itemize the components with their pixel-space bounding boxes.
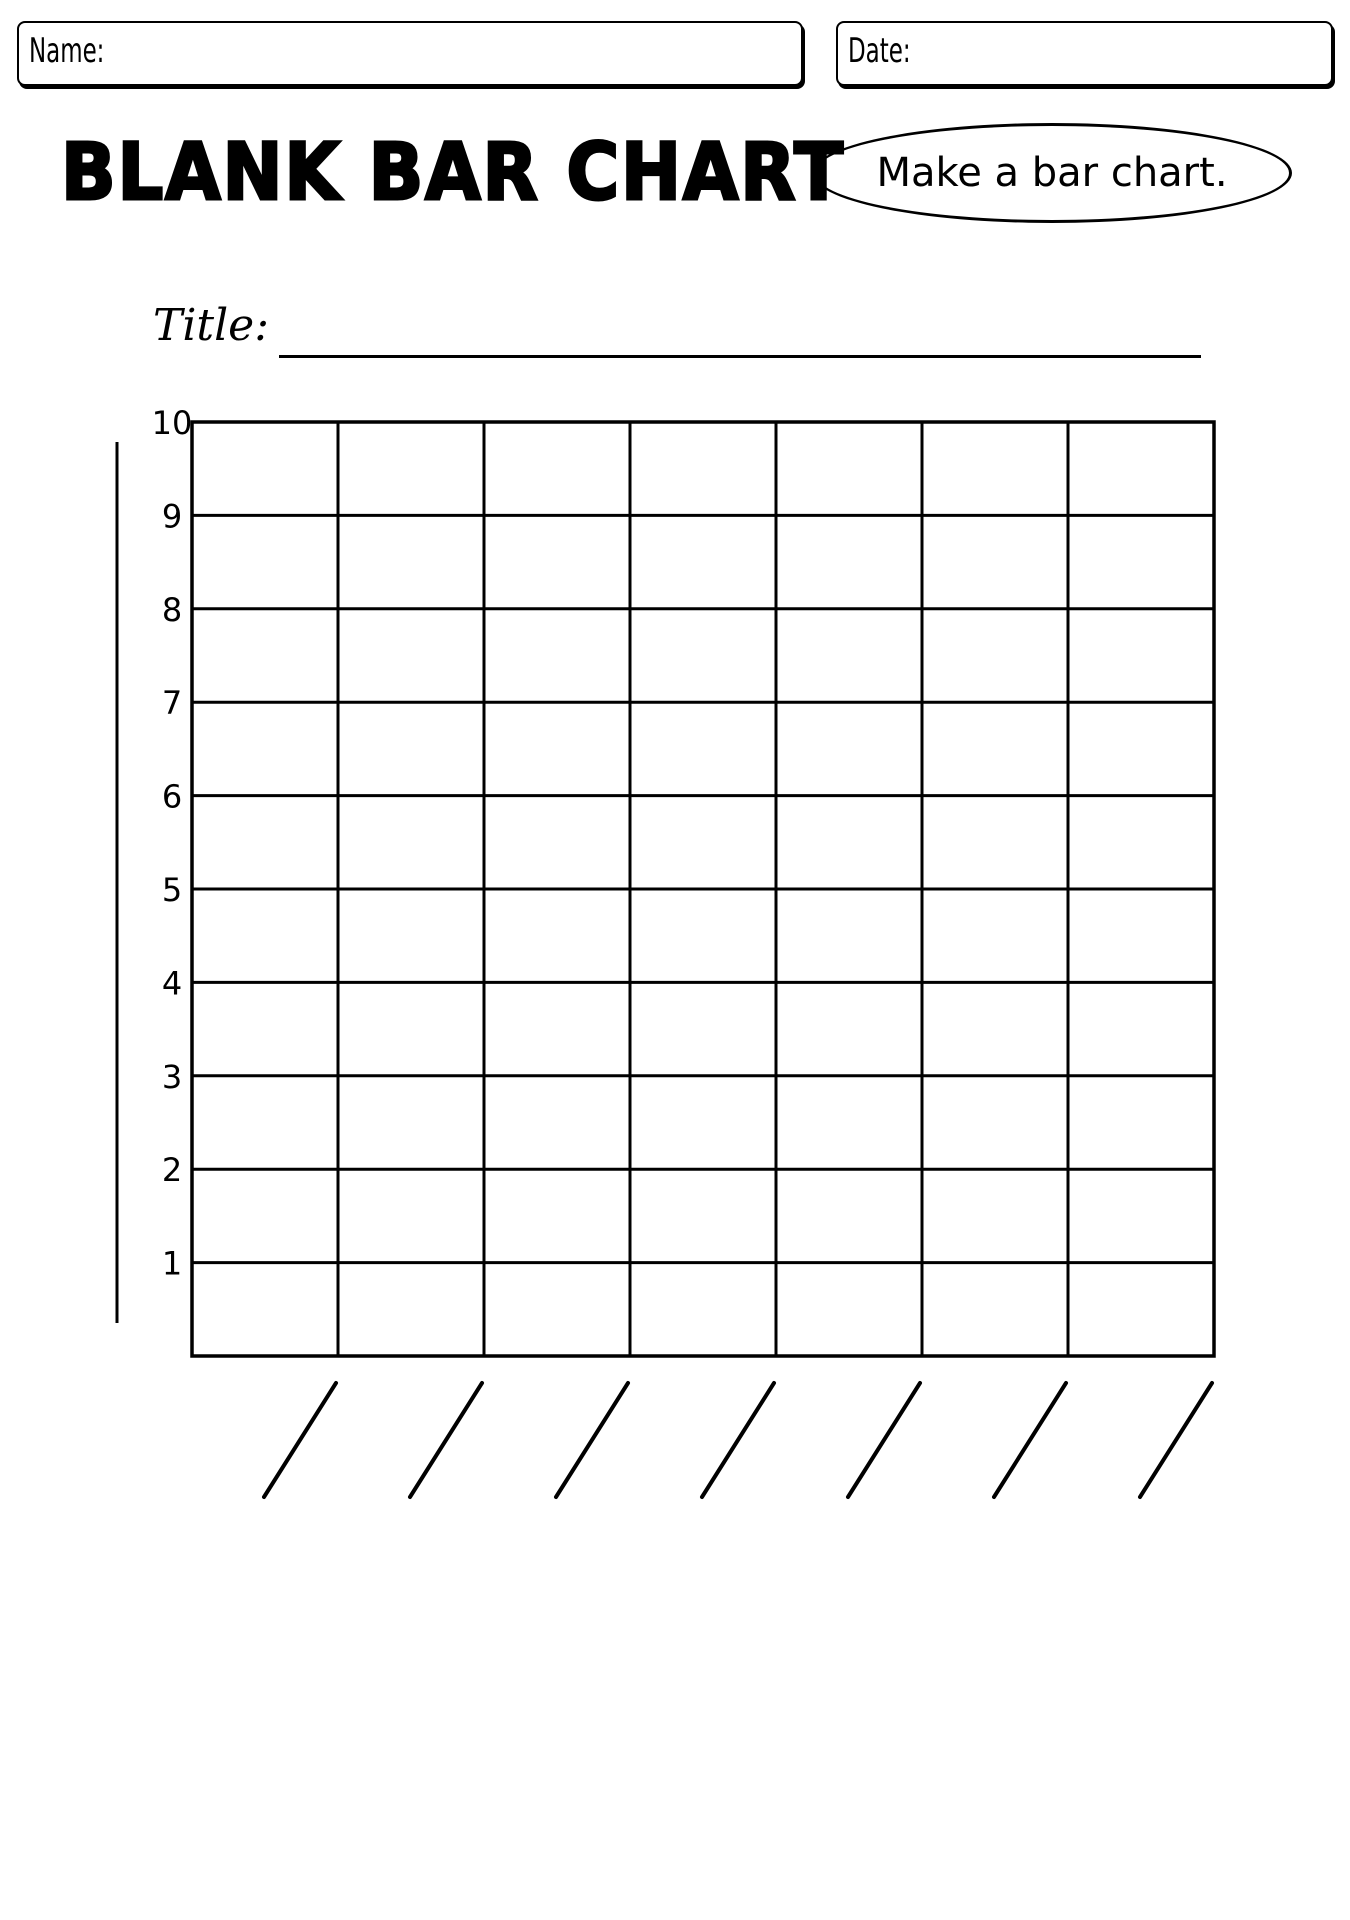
instruction-text: Make a bar chart.	[876, 150, 1228, 196]
name-field[interactable]: Name:	[17, 21, 803, 86]
y-tick-label: 8	[162, 591, 182, 629]
y-tick-label: 3	[162, 1058, 182, 1096]
y-tick-label: 6	[162, 778, 182, 816]
name-label: Name:	[29, 31, 105, 71]
y-tick-label: 4	[162, 964, 182, 1002]
page-heading: BLANK BAR CHART	[60, 127, 845, 220]
x-category-label-line	[992, 1381, 1068, 1499]
y-tick-label: 5	[162, 871, 182, 909]
chart-title-label: Title:	[153, 300, 270, 351]
x-category-label-line	[700, 1381, 776, 1499]
plot-border	[190, 420, 1216, 1358]
date-label: Date:	[848, 31, 911, 71]
x-category-label-line	[554, 1381, 630, 1499]
x-category-label-line	[408, 1381, 484, 1499]
chart-title-input-line[interactable]	[279, 355, 1201, 358]
y-tick-label: 1	[162, 1245, 182, 1283]
x-category-label-line	[262, 1381, 338, 1499]
date-field[interactable]: Date:	[836, 21, 1333, 86]
x-category-label-line	[846, 1381, 922, 1499]
instruction-oval: Make a bar chart.	[812, 123, 1292, 223]
y-tick-label: 2	[162, 1151, 182, 1189]
y-tick-label: 7	[162, 684, 182, 722]
y-tick-label: 10	[152, 404, 193, 442]
y-tick-label: 9	[162, 497, 182, 535]
x-category-label-line	[1138, 1381, 1214, 1499]
